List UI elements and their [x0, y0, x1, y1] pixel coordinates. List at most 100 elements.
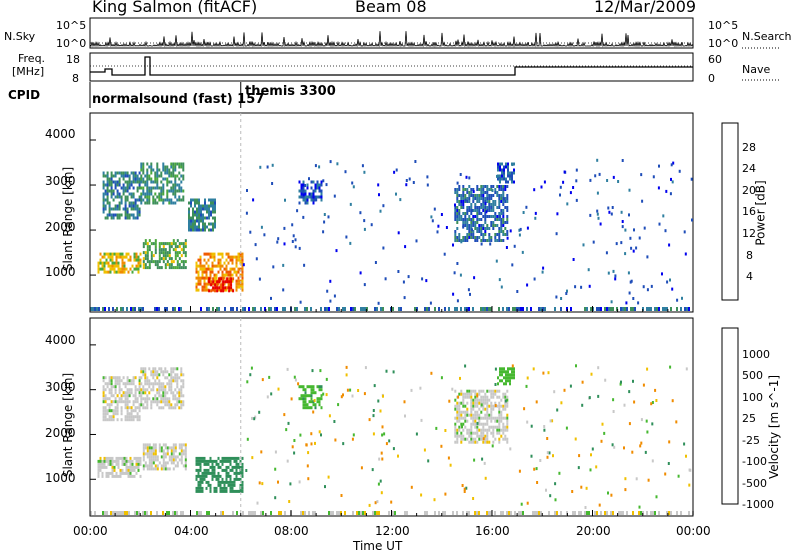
- velocity-cell: [135, 462, 138, 466]
- velocity-cell: [172, 370, 175, 374]
- power-cell: [349, 241, 352, 245]
- velocity-cell: [502, 425, 505, 429]
- power-cell: [215, 276, 218, 280]
- power-cell: [488, 194, 491, 197]
- power-cell: [182, 251, 185, 255]
- velocity-cell: [182, 449, 185, 453]
- velocity-cell: [219, 465, 222, 469]
- power-cell: [526, 226, 529, 230]
- velocity-cell: [504, 416, 507, 420]
- power-cell: [168, 198, 171, 202]
- power-cell: [160, 251, 163, 255]
- velocity-cell: [669, 365, 672, 369]
- power-cell: [174, 266, 177, 270]
- velocity-cell: [146, 403, 149, 407]
- velocity-cell: [490, 392, 493, 396]
- power-cell: [436, 230, 439, 234]
- power-cell: [196, 210, 198, 214]
- velocity-cell: [106, 403, 109, 407]
- power-cell: [462, 225, 465, 229]
- power-cell: [565, 292, 568, 295]
- power-cell: [424, 307, 426, 311]
- velocity-cell: [135, 471, 138, 475]
- velocity-cell: [518, 511, 520, 515]
- power-cell: [140, 180, 143, 184]
- power-cell: [160, 186, 163, 190]
- power-cell: [158, 168, 161, 172]
- noise-sky-label: N.Sky: [4, 30, 36, 43]
- velocity-cell: [461, 425, 463, 429]
- velocity-cell: [248, 511, 250, 515]
- velocity-cell: [227, 483, 230, 487]
- velocity-cell: [494, 392, 497, 396]
- power-cell: [315, 198, 318, 202]
- velocity-cell: [456, 413, 459, 417]
- power-cell: [227, 261, 230, 265]
- power-cell: [138, 210, 141, 214]
- power-cell: [198, 219, 200, 223]
- velocity-cell: [231, 465, 234, 469]
- velocity-cell: [511, 367, 513, 371]
- velocity-cell: [133, 456, 136, 460]
- velocity-cell: [114, 406, 117, 410]
- velocity-cell: [503, 376, 505, 380]
- velocity-cell: [140, 397, 143, 401]
- power-cell: [276, 307, 278, 311]
- power-cell: [199, 279, 202, 283]
- power-cell: [131, 264, 134, 268]
- velocity-cell: [225, 477, 228, 481]
- velocity-cell: [472, 404, 475, 408]
- velocity-cell: [520, 511, 522, 515]
- power-cell: [499, 180, 501, 184]
- power-cell: [138, 195, 141, 199]
- velocity-cell: [372, 414, 375, 418]
- power-cell: [219, 264, 222, 268]
- velocity-cell: [154, 394, 157, 398]
- power-cell: [478, 200, 481, 203]
- power-cell: [246, 189, 248, 192]
- power-cell: [114, 183, 117, 187]
- velocity-cell: [505, 376, 507, 380]
- power-cell: [139, 252, 142, 256]
- power-cell: [472, 200, 475, 203]
- velocity-cell: [129, 474, 132, 478]
- power-cell: [146, 177, 149, 181]
- power-cell: [472, 194, 475, 197]
- power-cell: [302, 186, 305, 190]
- power-cell: [117, 270, 120, 274]
- velocity-cell: [180, 455, 183, 459]
- velocity-cell: [180, 394, 183, 398]
- velocity-cell: [427, 459, 430, 463]
- velocity-cell: [174, 388, 177, 392]
- power-cell: [170, 189, 173, 193]
- velocity-cell: [131, 459, 134, 463]
- power-cell: [126, 186, 129, 190]
- velocity-cell: [180, 370, 183, 374]
- power-cell: [502, 185, 505, 188]
- power-cell: [506, 185, 509, 188]
- velocity-cell: [286, 367, 289, 371]
- power-cell: [454, 191, 457, 194]
- power-cell: [210, 210, 212, 214]
- velocity-cell: [415, 432, 418, 436]
- velocity-cell: [647, 478, 650, 482]
- velocity-cell: [498, 428, 501, 432]
- power-cell: [499, 215, 502, 218]
- power-cell: [170, 171, 173, 175]
- power-cell: [472, 218, 475, 221]
- power-cell: [671, 287, 674, 291]
- power-cell: [490, 197, 493, 200]
- velocity-cell: [538, 511, 540, 515]
- power-cell: [176, 162, 179, 166]
- power-cell: [199, 258, 202, 262]
- velocity-cell: [139, 456, 142, 460]
- velocity-cell: [597, 366, 600, 370]
- velocity-cell: [116, 403, 119, 407]
- velocity-ytick: 2000: [45, 426, 76, 440]
- velocity-cell: [205, 474, 208, 478]
- velocity-cell: [180, 379, 183, 383]
- power-cell: [192, 222, 194, 226]
- velocity-cell: [156, 382, 159, 386]
- power-cell: [282, 288, 285, 292]
- power-cell: [310, 180, 313, 184]
